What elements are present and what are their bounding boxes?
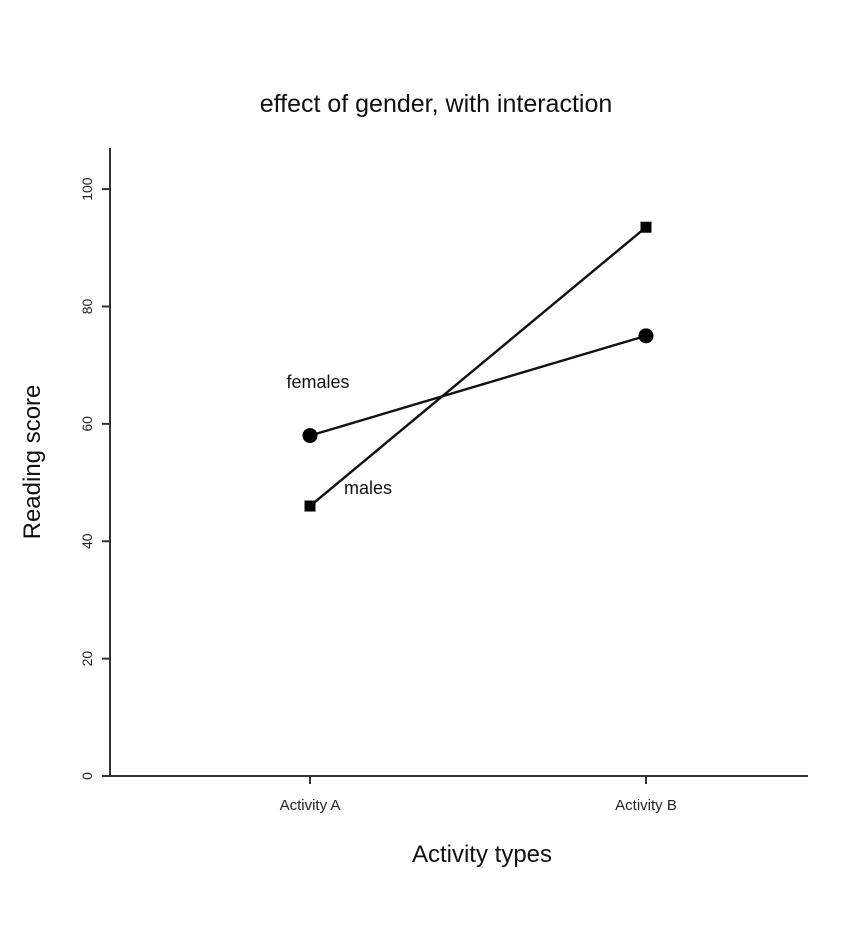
x-axis-label: Activity types [412,841,552,868]
y-axis-label: Reading score [19,385,46,540]
y-tick-label: 100 [79,177,95,201]
y-tick-label: 40 [79,533,95,549]
data-point-males [640,221,652,233]
data-point-males [304,500,316,512]
x-tick-label: Activity B [615,797,677,814]
series-label-females: females [286,372,349,392]
y-tick-label: 60 [79,416,95,432]
y-tick-label: 20 [79,651,95,667]
series-label-males: males [344,478,392,498]
data-point-females [638,328,654,344]
y-axis-ticks: 0 20 40 60 80 100 [79,177,110,780]
y-tick-label: 0 [79,772,95,780]
plot-area: 0 20 40 60 80 100 Activity A Activity B female… [79,148,808,814]
y-tick-label: 80 [79,298,95,314]
series-line-males [309,226,647,507]
x-axis-ticks: Activity A Activity B [280,776,677,814]
series-line-females [309,334,647,437]
series-markers [302,221,654,512]
series-lines [309,226,647,507]
series-labels: females males [286,372,392,498]
chart-title: effect of gender, with interaction [260,90,613,118]
data-point-females [302,428,318,444]
x-tick-label: Activity A [280,797,341,814]
